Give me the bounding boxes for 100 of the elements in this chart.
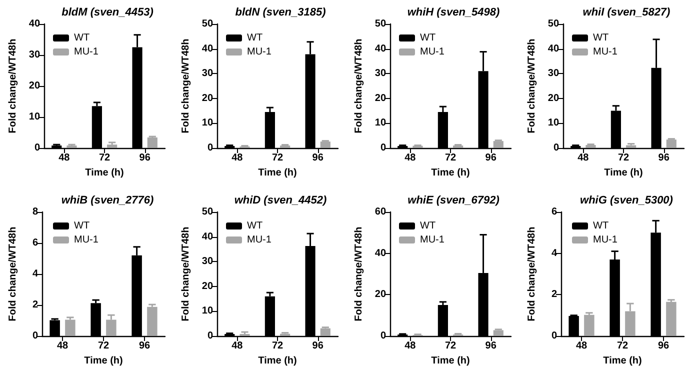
y-tick-label: 2 [551, 289, 558, 300]
legend-label: MU-1 [247, 46, 272, 58]
y-tick-label: 10 [202, 118, 214, 129]
x-tick-label: 96 [139, 152, 151, 164]
y-tick-label: 40 [28, 18, 40, 30]
y-tick-label: 30 [28, 50, 40, 60]
x-axis-title: Time (h) [85, 168, 124, 178]
chart-title: whiH (sven_5498) [407, 6, 500, 18]
y-axis-title: Fold change/WT48h [180, 226, 192, 322]
legend-label: WT [593, 32, 609, 44]
x-axis-title: Time (h) [258, 356, 297, 366]
legend-label: WT [420, 32, 436, 44]
y-axis-title: Fold change/WT48h [8, 226, 18, 322]
y-tick-label: 20 [374, 289, 386, 300]
x-tick-label: 48 [578, 152, 590, 164]
bar [106, 320, 116, 336]
x-tick-label: 48 [232, 340, 244, 352]
legend-label: MU-1 [420, 234, 445, 246]
chart-title: whiI (sven_5827) [582, 6, 671, 18]
bar [65, 320, 76, 336]
y-tick-label: 50 [202, 206, 214, 218]
y-tick-label: 30 [374, 68, 386, 80]
y-tick-label: 50 [548, 18, 560, 30]
x-tick-label: 96 [658, 340, 670, 352]
x-tick-label: 48 [576, 340, 588, 352]
x-tick-label: 48 [404, 340, 416, 352]
legend-label: WT [74, 220, 90, 232]
bar [147, 137, 158, 148]
y-tick-label: 30 [548, 68, 560, 80]
x-tick-label: 72 [272, 340, 284, 352]
x-axis-title: Time (h) [258, 168, 297, 178]
y-tick-label: 6 [32, 238, 38, 248]
x-tick-label: 96 [658, 152, 670, 164]
y-tick-label: 10 [202, 306, 214, 317]
legend-label: MU-1 [247, 234, 272, 246]
x-tick-label: 72 [98, 152, 111, 164]
legend-label: MU-1 [420, 46, 445, 58]
x-tick-label: 72 [444, 340, 457, 352]
y-tick-label: 0 [34, 142, 40, 154]
legend-label: MU-1 [593, 46, 618, 58]
chart-title: whiE (sven_6792) [408, 194, 500, 206]
bar [626, 145, 636, 148]
y-tick-label: 40 [374, 43, 386, 54]
x-tick-label: 96 [485, 340, 497, 352]
y-tick-label: 20 [548, 92, 560, 104]
y-tick-label: 50 [374, 18, 386, 30]
legend-label: MU-1 [593, 234, 618, 246]
x-tick-label: 96 [138, 340, 150, 352]
y-tick-label: 0 [207, 330, 214, 342]
chart-title: bldM (sven_4453) [62, 6, 154, 18]
y-tick-label: 40 [374, 248, 386, 259]
x-tick-label: 48 [232, 152, 244, 164]
y-tick-label: 4 [551, 248, 558, 259]
x-tick-label: 48 [56, 340, 68, 352]
y-tick-label: 0 [380, 330, 386, 342]
x-tick-label: 96 [312, 340, 324, 352]
y-tick-label: 20 [202, 280, 214, 292]
bar [147, 306, 158, 336]
bar [493, 330, 504, 336]
y-tick-label: 30 [202, 68, 214, 80]
legend-label: WT [247, 220, 263, 232]
y-tick-label: 10 [28, 112, 40, 122]
chart-title: whiD (sven_4452) [234, 194, 327, 206]
x-tick-label: 72 [618, 152, 630, 164]
legend-label: WT [247, 32, 263, 44]
y-tick-label: 0 [551, 330, 558, 342]
x-tick-label: 96 [312, 152, 324, 164]
x-tick-label: 48 [404, 152, 416, 164]
bar [586, 145, 596, 148]
y-tick-label: 20 [28, 80, 40, 92]
x-tick-label: 72 [98, 340, 110, 352]
y-tick-label: 40 [202, 43, 214, 54]
y-tick-label: 20 [374, 92, 386, 104]
x-axis-title: Time (h) [431, 168, 470, 178]
y-axis-title: Fold change/WT48h [8, 38, 18, 134]
bar [320, 328, 330, 336]
x-tick-label: 72 [272, 152, 284, 164]
x-tick-label: 48 [58, 152, 70, 164]
y-tick-label: 0 [32, 330, 38, 342]
y-tick-label: 2 [32, 300, 38, 310]
y-tick-label: 0 [553, 142, 560, 154]
y-tick-label: 6 [551, 206, 558, 218]
x-axis-title: Time (h) [604, 168, 643, 178]
y-axis-title: Fold change/WT48h [354, 38, 364, 134]
y-tick-label: 60 [374, 206, 386, 218]
bar [320, 142, 330, 148]
y-tick-label: 20 [202, 92, 214, 104]
y-tick-label: 50 [202, 18, 214, 30]
y-tick-label: 10 [548, 118, 560, 129]
x-tick-label: 72 [444, 152, 457, 164]
y-tick-label: 40 [202, 231, 214, 242]
bar [493, 141, 504, 148]
y-axis-title: Fold change/WT48h [526, 38, 538, 134]
bar [666, 140, 676, 148]
y-tick-label: 8 [32, 206, 38, 218]
legend-label: MU-1 [74, 234, 99, 246]
bar [666, 302, 676, 336]
y-tick-label: 40 [548, 43, 560, 54]
legend-label: WT [593, 220, 609, 232]
x-axis-title: Time (h) [431, 356, 470, 366]
